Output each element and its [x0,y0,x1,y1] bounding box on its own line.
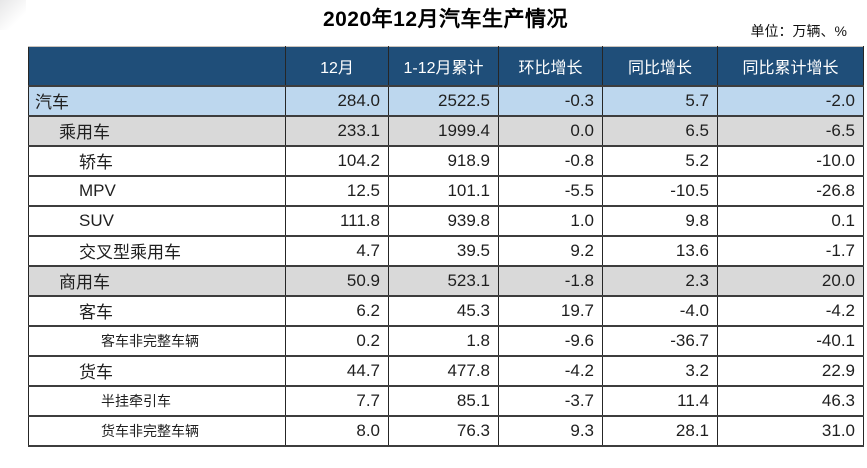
header-cell-category [28,46,286,87]
value-cell: -4.0 [602,294,718,327]
value-cell: 284.0 [285,84,389,117]
value-cell: -0.8 [498,144,603,177]
header-cell-mom-growth: 环比增长 [498,46,603,87]
row-label: 乘用车 [28,114,286,147]
value-cell: 918.9 [388,144,499,177]
header-cell-yoy-cumulative-growth: 同比累计增长 [717,46,864,87]
header-cell-december: 12月 [285,46,389,87]
value-cell: 31.0 [717,414,864,447]
value-cell: 22.9 [717,354,864,387]
row-label: 货车 [28,354,286,387]
header-cell-ytd-total: 1-12月累计 [388,46,499,87]
value-cell: 45.3 [388,294,499,327]
value-cell: 20.0 [717,264,864,297]
value-cell: 19.7 [498,294,603,327]
value-cell: 6.5 [602,114,718,147]
value-cell: 939.8 [388,204,499,237]
value-cell: -36.7 [602,324,718,357]
corner-artifact [0,0,26,30]
value-cell: 5.7 [602,84,718,117]
value-cell: 11.4 [602,384,718,417]
row-label: 轿车 [28,144,286,177]
value-cell: 3.2 [602,354,718,387]
value-cell: 5.2 [602,144,718,177]
value-cell: 1.8 [388,324,499,357]
value-cell: 44.7 [285,354,389,387]
value-cell: 9.3 [498,414,603,447]
table-row-autos-total: 汽车 284.0 2522.5 -0.3 5.7 -2.0 [28,84,864,117]
value-cell: 0.0 [498,114,603,147]
value-cell: 85.1 [388,384,499,417]
table-row-passenger-vehicles: 乘用车 233.1 1999.4 0.0 6.5 -6.5 [28,114,864,147]
table-row-incomplete-trucks: 货车非完整车辆 8.0 76.3 9.3 28.1 31.0 [28,414,864,447]
value-cell: 104.2 [285,144,389,177]
value-cell: -9.6 [498,324,603,357]
value-cell: 76.3 [388,414,499,447]
value-cell: 39.5 [388,234,499,267]
value-cell: 9.2 [498,234,603,267]
value-cell: -10.5 [602,174,718,207]
unit-note: 单位：万辆、% [750,23,847,39]
value-cell: 13.6 [602,234,718,267]
value-cell: 477.8 [388,354,499,387]
value-cell: -1.8 [498,264,603,297]
value-cell: -3.7 [498,384,603,417]
value-cell: -4.2 [498,354,603,387]
table-row-trucks: 货车 44.7 477.8 -4.2 3.2 22.9 [28,354,864,387]
value-cell: 1999.4 [388,114,499,147]
table-row-semi-trailer-tractors: 半挂牵引车 7.7 85.1 -3.7 11.4 46.3 [28,384,864,417]
value-cell: -1.7 [717,234,864,267]
value-cell: -6.5 [717,114,864,147]
value-cell: -26.8 [717,174,864,207]
value-cell: 46.3 [717,384,864,417]
value-cell: 50.9 [285,264,389,297]
value-cell: 6.2 [285,294,389,327]
production-table: 12月 1-12月累计 环比增长 同比增长 同比累计增长 汽车 284.0 25… [28,46,864,447]
page-title: 2020年12月汽车生产情况 [322,8,569,31]
table-row-commercial-vehicles: 商用车 50.9 523.1 -1.8 2.3 20.0 [28,264,864,297]
value-cell: 2522.5 [388,84,499,117]
value-cell: 1.0 [498,204,603,237]
value-cell: 28.1 [602,414,718,447]
value-cell: 12.5 [285,174,389,207]
row-label: 汽车 [28,84,286,117]
value-cell: 4.7 [285,234,389,267]
header-cell-yoy-growth: 同比增长 [602,46,718,87]
row-label: 客车 [28,294,286,327]
row-label: 交叉型乘用车 [28,234,286,267]
value-cell: 0.1 [717,204,864,237]
table-row-crossover: 交叉型乘用车 4.7 39.5 9.2 13.6 -1.7 [28,234,864,267]
row-label: 半挂牵引车 [28,384,286,417]
table-row-sedans: 轿车 104.2 918.9 -0.8 5.2 -10.0 [28,144,864,177]
row-label: 货车非完整车辆 [28,414,286,447]
value-cell: 9.8 [602,204,718,237]
value-cell: -2.0 [717,84,864,117]
value-cell: 523.1 [388,264,499,297]
table-row-suv: SUV 111.8 939.8 1.0 9.8 0.1 [28,204,864,237]
value-cell: 111.8 [285,204,389,237]
value-cell: -4.2 [717,294,864,327]
value-cell: 101.1 [388,174,499,207]
value-cell: -40.1 [717,324,864,357]
table-row-mpv: MPV 12.5 101.1 -5.5 -10.5 -26.8 [28,174,864,207]
value-cell: 7.7 [285,384,389,417]
table-row-buses: 客车 6.2 45.3 19.7 -4.0 -4.2 [28,294,864,327]
value-cell: 0.2 [285,324,389,357]
value-cell: 233.1 [285,114,389,147]
header-row: 12月 1-12月累计 环比增长 同比增长 同比累计增长 [28,46,864,87]
value-cell: -10.0 [717,144,864,177]
value-cell: -5.5 [498,174,603,207]
value-cell: -0.3 [498,84,603,117]
table-row-incomplete-buses: 客车非完整车辆 0.2 1.8 -9.6 -36.7 -40.1 [28,324,864,357]
value-cell: 8.0 [285,414,389,447]
row-label: SUV [28,204,286,237]
row-label: 商用车 [28,264,286,297]
row-label: MPV [28,174,286,207]
row-label: 客车非完整车辆 [28,324,286,357]
value-cell: 2.3 [602,264,718,297]
